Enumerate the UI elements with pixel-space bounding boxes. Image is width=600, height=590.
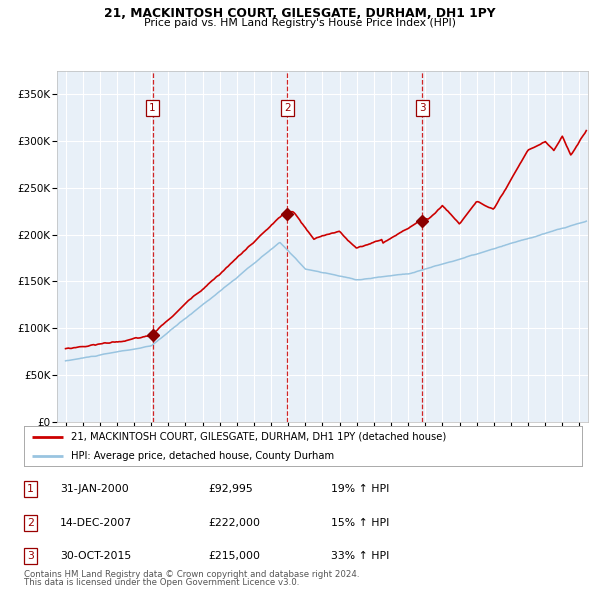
Text: 2: 2 xyxy=(27,518,34,527)
Text: Price paid vs. HM Land Registry's House Price Index (HPI): Price paid vs. HM Land Registry's House … xyxy=(144,18,456,28)
Text: £215,000: £215,000 xyxy=(208,551,260,561)
Text: 21, MACKINTOSH COURT, GILESGATE, DURHAM, DH1 1PY (detached house): 21, MACKINTOSH COURT, GILESGATE, DURHAM,… xyxy=(71,432,446,442)
Text: 14-DEC-2007: 14-DEC-2007 xyxy=(60,518,133,527)
Text: 1: 1 xyxy=(27,484,34,494)
Text: 21, MACKINTOSH COURT, GILESGATE, DURHAM, DH1 1PY: 21, MACKINTOSH COURT, GILESGATE, DURHAM,… xyxy=(104,7,496,20)
Text: HPI: Average price, detached house, County Durham: HPI: Average price, detached house, Coun… xyxy=(71,451,335,461)
Text: This data is licensed under the Open Government Licence v3.0.: This data is licensed under the Open Gov… xyxy=(24,578,299,587)
Text: £92,995: £92,995 xyxy=(208,484,253,494)
Text: 33% ↑ HPI: 33% ↑ HPI xyxy=(331,551,389,561)
Text: 2: 2 xyxy=(284,103,290,113)
Text: 31-JAN-2000: 31-JAN-2000 xyxy=(60,484,129,494)
Text: 30-OCT-2015: 30-OCT-2015 xyxy=(60,551,131,561)
Text: 15% ↑ HPI: 15% ↑ HPI xyxy=(331,518,389,527)
Text: 3: 3 xyxy=(419,103,425,113)
Text: 1: 1 xyxy=(149,103,156,113)
Text: 3: 3 xyxy=(27,551,34,561)
Text: £222,000: £222,000 xyxy=(208,518,260,527)
Text: Contains HM Land Registry data © Crown copyright and database right 2024.: Contains HM Land Registry data © Crown c… xyxy=(24,571,359,579)
Text: 19% ↑ HPI: 19% ↑ HPI xyxy=(331,484,389,494)
